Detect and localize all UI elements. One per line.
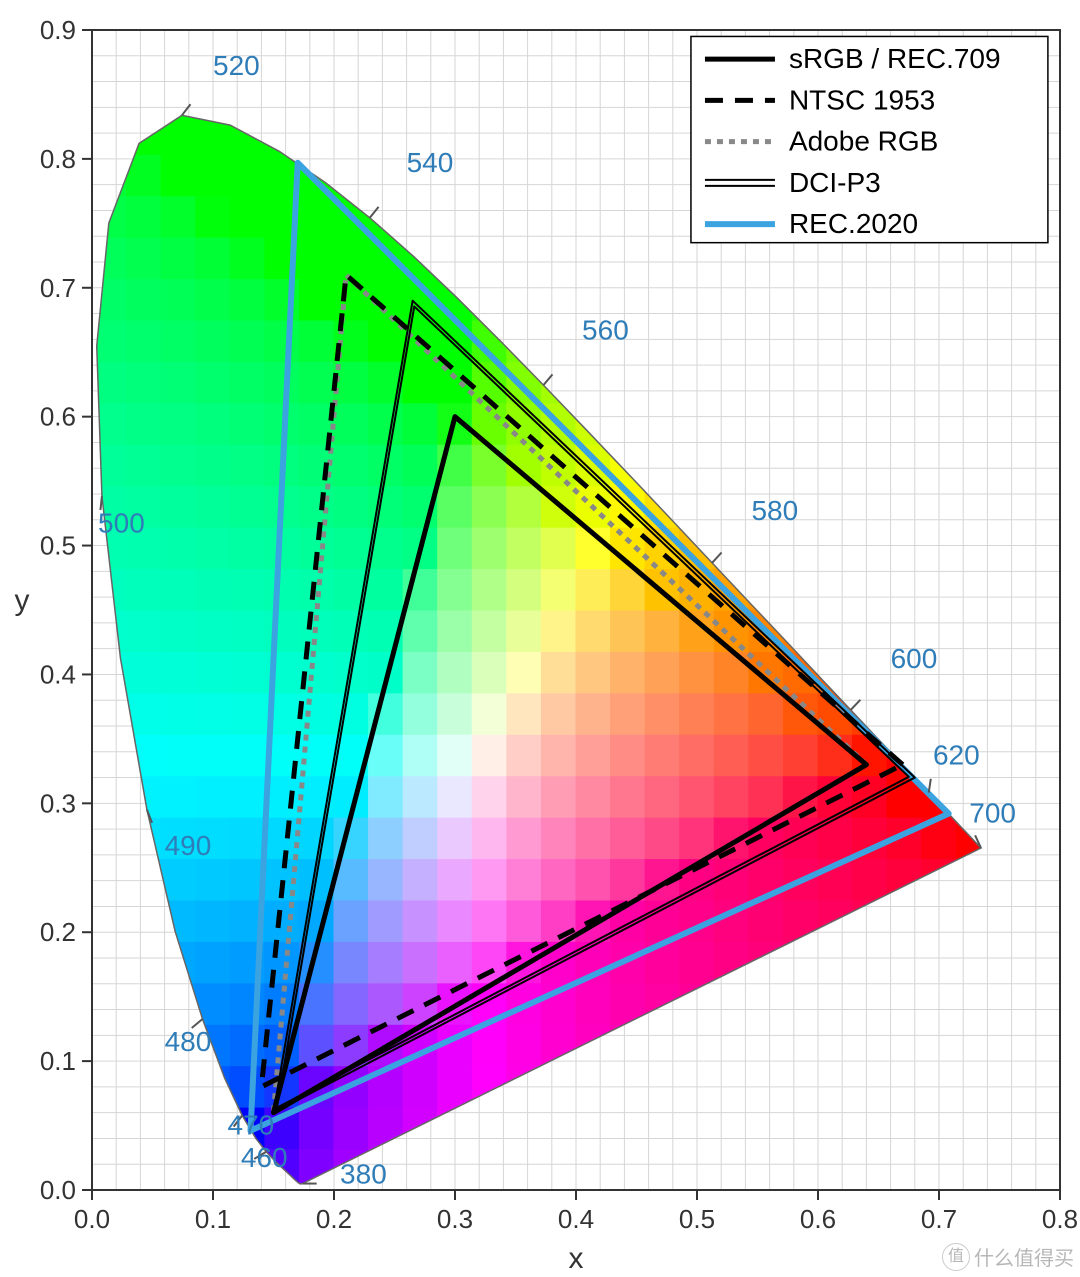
wavelength-700: 700: [969, 798, 1016, 829]
wavelength-460: 460: [241, 1142, 288, 1173]
wavelength-500: 500: [98, 508, 145, 539]
legend-item-DCIP3: DCI-P3: [789, 167, 881, 198]
y-tick: 0.7: [40, 273, 76, 303]
x-tick: 0.2: [316, 1204, 352, 1234]
legend-item-NTSC1953: NTSC 1953: [789, 84, 935, 115]
wavelength-470: 470: [228, 1110, 275, 1141]
wavelength-600: 600: [891, 643, 938, 674]
y-tick: 0.1: [40, 1046, 76, 1076]
x-tick: 0.8: [1042, 1204, 1078, 1234]
legend-item-sRGB: sRGB / REC.709: [789, 43, 1001, 74]
x-tick: 0.4: [558, 1204, 594, 1234]
wavelength-490: 490: [165, 830, 212, 861]
y-axis-title: y: [15, 584, 30, 617]
x-tick: 0.7: [921, 1204, 957, 1234]
wavelength-480: 480: [165, 1026, 212, 1057]
x-tick: 0.3: [437, 1204, 473, 1234]
legend-item-REC2020: REC.2020: [789, 208, 918, 239]
x-tick: 0.5: [679, 1204, 715, 1234]
wavelength-620: 620: [933, 740, 980, 771]
x-tick: 0.6: [800, 1204, 836, 1234]
y-tick: 0.9: [40, 15, 76, 45]
y-tick: 0.6: [40, 402, 76, 432]
x-tick: 0.1: [195, 1204, 231, 1234]
y-tick: 0.5: [40, 531, 76, 561]
y-tick: 0.3: [40, 788, 76, 818]
watermark: 值 什么值得买: [942, 1242, 1074, 1271]
legend: sRGB / REC.709 NTSC 1953 Adobe RGB DCI-P3 RE…: [691, 36, 1048, 242]
y-tick: 0.4: [40, 659, 76, 689]
x-axis-title: x: [569, 1242, 584, 1275]
y-tick: 0.0: [40, 1175, 76, 1205]
chromaticity-chart: 380 460470 480 490 500 520 540 560 580 600 620 700 0…: [0, 0, 1080, 1277]
x-tick: 0.0: [74, 1204, 110, 1234]
watermark-icon: 值: [942, 1243, 970, 1271]
watermark-text: 什么值得买: [974, 1242, 1074, 1271]
wavelength-520: 520: [213, 50, 260, 81]
wavelength-580: 580: [751, 495, 798, 526]
chart-svg: 380 460470 480 490 500 520 540 560 580 600 620 700 0…: [0, 0, 1080, 1277]
wavelength-560: 560: [582, 314, 629, 345]
wavelength-540: 540: [407, 147, 454, 178]
legend-item-AdobeRGB: Adobe RGB: [789, 126, 938, 157]
wavelength-380: 380: [340, 1159, 387, 1190]
y-tick: 0.8: [40, 144, 76, 174]
y-tick: 0.2: [40, 917, 76, 947]
